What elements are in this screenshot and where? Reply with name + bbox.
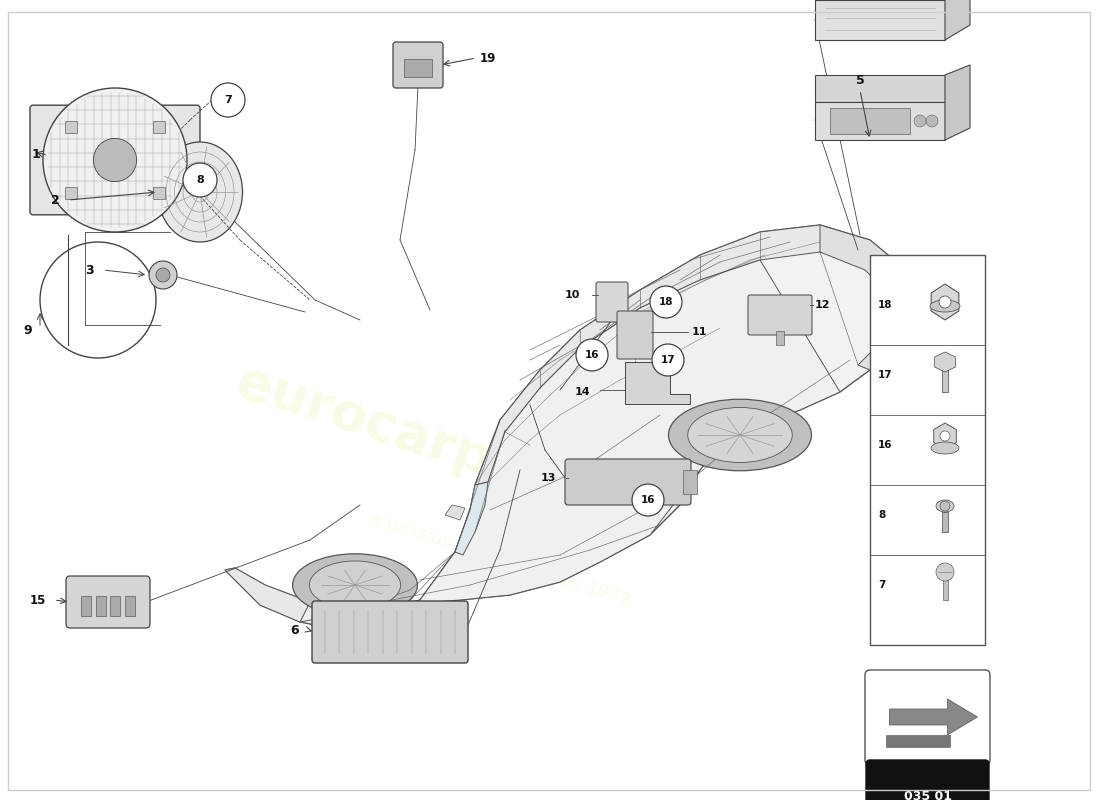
Bar (942, 512, 948, 532)
Text: 14: 14 (574, 387, 590, 397)
Polygon shape (446, 505, 465, 520)
Polygon shape (625, 362, 690, 404)
Polygon shape (890, 699, 978, 735)
Polygon shape (945, 65, 970, 140)
Polygon shape (931, 284, 959, 320)
FancyBboxPatch shape (565, 459, 691, 505)
FancyBboxPatch shape (393, 42, 443, 88)
FancyBboxPatch shape (866, 760, 989, 800)
Text: 6: 6 (290, 623, 299, 637)
Circle shape (183, 163, 217, 197)
Circle shape (211, 83, 245, 117)
Bar (96, 596, 106, 616)
FancyBboxPatch shape (312, 601, 468, 663)
Ellipse shape (931, 442, 959, 454)
Polygon shape (820, 225, 910, 370)
Text: 16: 16 (878, 440, 892, 450)
Bar (110, 596, 120, 616)
Text: 12: 12 (815, 300, 830, 310)
Circle shape (940, 501, 950, 511)
Ellipse shape (309, 561, 400, 609)
Text: 9: 9 (24, 323, 32, 337)
Text: 8: 8 (878, 510, 886, 520)
Ellipse shape (669, 399, 812, 470)
Text: 7: 7 (878, 580, 886, 590)
Bar (870, 255, 984, 645)
Circle shape (940, 431, 950, 441)
Circle shape (652, 344, 684, 376)
Polygon shape (886, 735, 949, 747)
Circle shape (926, 115, 938, 127)
Bar (683, 470, 697, 494)
Text: 035 01: 035 01 (903, 790, 952, 800)
Text: 10: 10 (564, 290, 580, 300)
Circle shape (43, 88, 187, 232)
Polygon shape (455, 482, 488, 555)
Bar (942, 367, 948, 392)
Polygon shape (475, 225, 865, 485)
Polygon shape (815, 0, 945, 40)
Text: 13: 13 (540, 473, 556, 483)
Bar (830, 108, 910, 134)
Ellipse shape (293, 554, 417, 616)
Ellipse shape (688, 407, 792, 462)
Text: 17: 17 (661, 355, 675, 365)
Polygon shape (226, 568, 310, 622)
Text: a passion for parts since 1978: a passion for parts since 1978 (367, 510, 632, 610)
Polygon shape (300, 260, 840, 622)
Circle shape (576, 339, 608, 371)
Bar (65, 121, 77, 133)
Bar (153, 187, 165, 199)
Text: 16: 16 (585, 350, 600, 360)
Bar (153, 121, 165, 133)
Bar (776, 331, 784, 345)
Polygon shape (360, 552, 463, 625)
Text: 18: 18 (659, 297, 673, 307)
Text: 3: 3 (86, 263, 95, 277)
Bar (404, 59, 432, 77)
Text: 17: 17 (878, 370, 892, 380)
FancyBboxPatch shape (66, 576, 150, 628)
Text: 16: 16 (640, 495, 656, 505)
Ellipse shape (936, 500, 954, 512)
FancyBboxPatch shape (617, 311, 653, 359)
Polygon shape (815, 102, 945, 140)
Circle shape (94, 138, 136, 182)
FancyBboxPatch shape (865, 670, 990, 765)
Bar (65, 187, 77, 199)
Circle shape (632, 484, 664, 516)
Polygon shape (935, 352, 956, 372)
Text: 19: 19 (480, 51, 496, 65)
FancyBboxPatch shape (596, 282, 628, 322)
Circle shape (939, 296, 952, 308)
Text: 5: 5 (856, 74, 865, 86)
Bar (943, 578, 948, 600)
Polygon shape (945, 0, 970, 40)
Circle shape (650, 286, 682, 318)
Text: 18: 18 (878, 300, 892, 310)
Text: 7: 7 (224, 95, 232, 105)
Circle shape (148, 261, 177, 289)
Text: 1: 1 (32, 149, 41, 162)
Text: 11: 11 (692, 327, 707, 337)
Bar (125, 596, 135, 616)
Text: 15: 15 (30, 594, 46, 606)
FancyBboxPatch shape (748, 295, 812, 335)
FancyBboxPatch shape (30, 105, 200, 214)
Text: 8: 8 (196, 175, 204, 185)
Ellipse shape (930, 300, 960, 312)
Circle shape (936, 563, 954, 581)
Polygon shape (226, 225, 910, 628)
Circle shape (156, 268, 170, 282)
Ellipse shape (157, 142, 242, 242)
Circle shape (914, 115, 926, 127)
Polygon shape (934, 423, 956, 449)
Bar (81, 596, 91, 616)
Text: eurocarparts: eurocarparts (230, 356, 610, 524)
Polygon shape (815, 75, 945, 102)
Text: 2: 2 (51, 194, 59, 206)
